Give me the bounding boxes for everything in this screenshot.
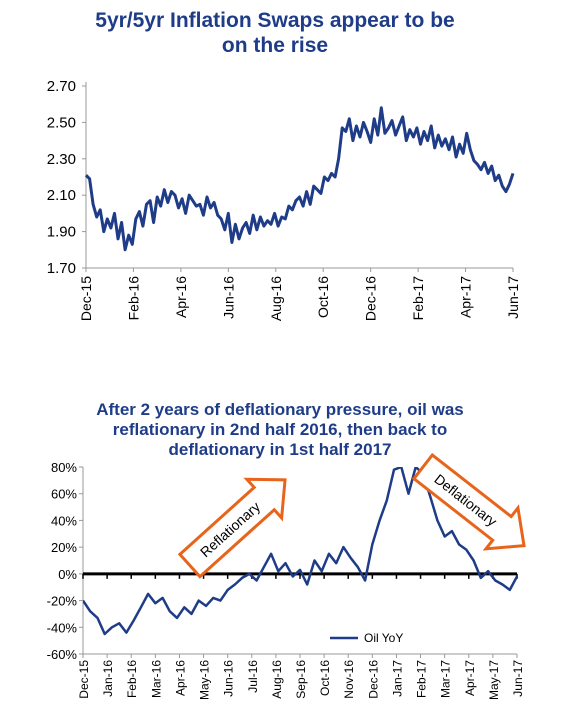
chart1-x-tick-label: Oct-16 [315,276,331,318]
chart2-x-tick-label: Mar-16 [149,660,163,698]
chart2-x-tick-label: Jan-17 [390,660,404,697]
chart2-x-tick-label: Jul-16 [246,660,260,693]
chart2-x-tick-label: May-16 [198,660,212,700]
chart2-x-tick-label: Mar-17 [439,660,453,698]
chart2-x-tick-label: Nov-16 [342,660,356,699]
chart2-y-tick-label: 80% [51,460,77,475]
chart2-x-tick-label: Oct-16 [318,660,332,696]
deflationary-arrow: Deflationary [411,452,526,551]
reflationary-arrow: Reflationary [177,477,287,579]
chart1-x-tick-label: Feb-16 [125,276,141,321]
chart1-x-tick-label: Apr-17 [458,276,474,318]
chart1-x-tick-label: Apr-16 [173,276,189,318]
chart2-x-tick-label: Jun-16 [222,660,236,697]
chart2-x-tick-label: Dec-16 [366,660,380,699]
chart2-legend-label: Oil YoY [364,631,403,645]
chart1-y-tick-label: 2.30 [47,151,76,168]
chart2-x-tick-label: Sep-16 [294,660,308,699]
chart1-x-tick-label: Dec-16 [363,276,379,321]
chart1-y-tick-label: 1.90 [47,224,76,241]
chart1-x-tick-label: Dec-15 [78,276,94,321]
chart1-y-tick-label: 2.50 [47,114,76,131]
chart1-x-tick-label: Jun-16 [220,276,236,319]
chart1-series-line [84,106,515,252]
chart1-title: 5yr/5yr Inflation Swaps appear to be on … [95,9,455,57]
chart2-series-line [83,467,517,636]
chart1-x-tick-label: Jun-17 [505,276,521,319]
chart1-y-tick-label: 1.70 [47,260,76,277]
chart1-x-tick-label: Feb-17 [410,276,426,321]
chart2-y-tick-label: 0% [58,567,77,582]
chart2-y-tick-label: 20% [51,540,77,555]
chart2-x-tick-label: Dec-15 [77,660,91,699]
chart2-y-tick-label: -40% [47,620,78,635]
chart1-x-tick-label: Aug-16 [268,276,284,321]
chart2-x-tick-label: Jan-16 [101,660,115,697]
deflationary-arrow-shape [411,452,526,551]
chart2-title: After 2 years of deflationary pressure, … [96,400,464,459]
chart2-y-tick-label: -20% [47,594,78,609]
chart2-x-tick-label: Apr-16 [173,660,187,696]
chart2-x-tick-label: Apr-17 [463,660,477,696]
chart1-y-tick-label: 2.70 [47,78,76,95]
chart2-x-tick-label: Jun-17 [511,660,525,697]
chart2-x-tick-label: Aug-16 [270,660,284,699]
chart2-x-tick-label: Feb-16 [125,660,139,698]
chart2-y-tick-label: 40% [51,513,77,528]
chart1-y-tick-label: 2.10 [47,187,76,204]
chart2-x-tick-label: May-17 [487,660,501,700]
chart2-y-tick-label: 60% [51,487,77,502]
chart2-y-tick-label: -60% [47,647,78,662]
reflationary-arrow-shape [177,477,287,579]
chart2-x-tick-label: Feb-17 [415,660,429,698]
